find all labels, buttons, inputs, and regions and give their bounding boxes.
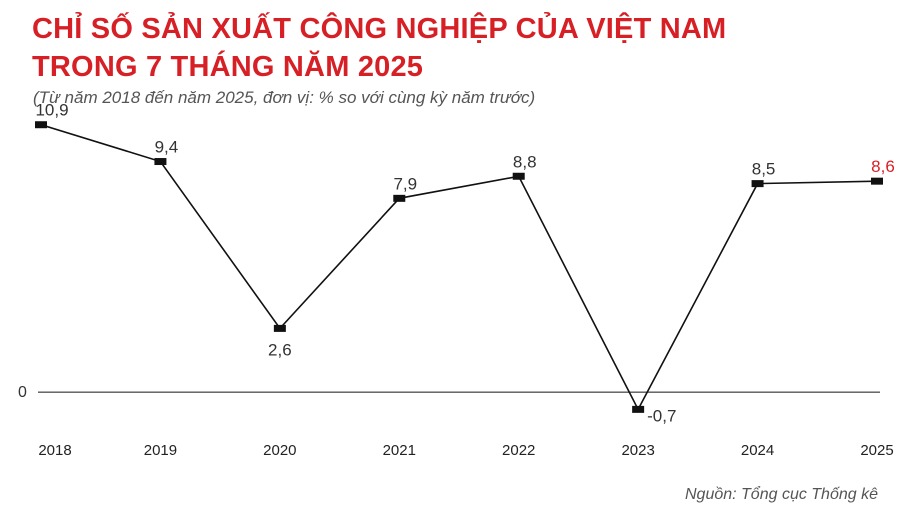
x-tick-label: 2024 xyxy=(741,442,774,459)
data-point-marker xyxy=(632,405,645,413)
data-point-marker xyxy=(751,180,764,188)
data-label: -0,7 xyxy=(647,406,676,425)
y-tick-label: 0 xyxy=(18,384,27,401)
data-point-marker xyxy=(35,121,47,129)
data-label: 9,4 xyxy=(155,138,179,157)
data-point-marker xyxy=(154,158,167,166)
chart-title-line-2: TRONG 7 THÁNG NĂM 2025 xyxy=(32,51,424,83)
chart-subtitle: (Từ năm 2018 đến năm 2025, đơn vị: % so … xyxy=(33,88,536,107)
data-point-marker xyxy=(512,172,525,180)
x-tick-label: 2025 xyxy=(860,442,893,459)
x-tick-label: 2019 xyxy=(144,442,177,459)
data-label: 10,9 xyxy=(35,101,68,120)
source-note: Nguồn: Tổng cục Thống kê xyxy=(684,486,878,503)
x-tick-label: 2021 xyxy=(383,442,416,459)
data-label: 2,6 xyxy=(268,340,292,359)
data-label: 8,5 xyxy=(752,160,776,179)
x-tick-label: 2020 xyxy=(263,442,296,459)
data-label: 8,8 xyxy=(513,152,537,171)
chart-title-line-1: CHỈ SỐ SẢN XUẤT CÔNG NGHIỆP CỦA VIỆT NAM xyxy=(32,13,727,45)
data-label: 8,6 xyxy=(871,157,895,176)
x-tick-label: 2023 xyxy=(621,442,654,459)
chart-title: CHỈ SỐ SẢN XUẤT CÔNG NGHIỆP CỦA VIỆT NAM… xyxy=(32,10,726,86)
data-label: 7,9 xyxy=(393,174,417,193)
data-point-marker xyxy=(393,194,406,202)
x-tick-label: 2018 xyxy=(38,442,71,459)
x-tick-label: 2022 xyxy=(502,442,535,459)
data-point-marker xyxy=(273,324,286,332)
series-line xyxy=(40,123,878,412)
data-point-marker xyxy=(871,177,883,185)
